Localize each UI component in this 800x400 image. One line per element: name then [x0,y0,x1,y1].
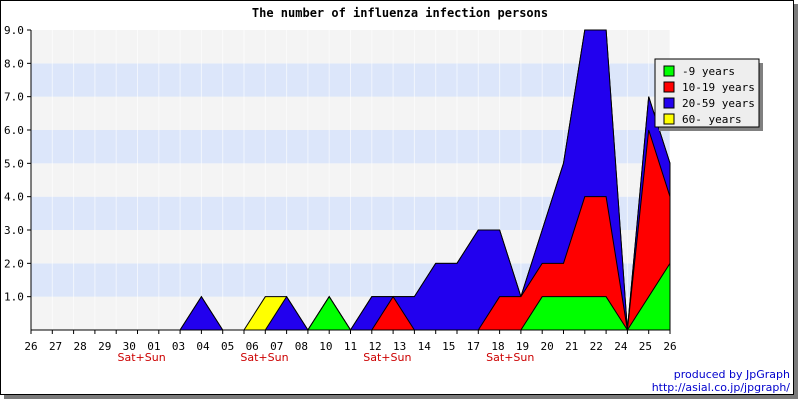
x-tick-label: 19 [516,340,529,353]
y-tick-label: 9.0 [4,24,24,37]
y-tick-label: 3.0 [4,224,24,237]
weekend-label: Sat+Sun [363,351,411,364]
x-tick-label: 08 [295,340,308,353]
x-tick-label: 13 [393,340,406,353]
x-tick-label: 25 [639,340,652,353]
x-axis-labels: 26 27 28 29 30 01 03 04 05 06 07 08 10 11 12 13 14 15 17 18… [24,340,676,353]
x-tick-label: 01 [147,340,160,353]
x-tick-label: 22 [590,340,603,353]
legend-label: 60- years [682,113,742,126]
x-tick-label: 30 [123,340,136,353]
axes [27,29,671,334]
y-tick-label: 1.0 [4,291,24,304]
x-tick-label: 26 [663,340,676,353]
x-tick-label: 28 [74,340,87,353]
x-tick-label: 24 [614,340,628,353]
legend: -9 years 10-19 years 20-59 years 60- years [654,58,763,131]
x-tick-label: 15 [442,340,455,353]
y-tick-label: 6.0 [4,124,24,137]
x-tick-label: 21 [565,340,578,353]
x-tick-label: 06 [246,340,259,353]
x-tick-label: 17 [467,340,480,353]
weekend-labels: Sat+Sun Sat+Sun Sat+Sun Sat+Sun [118,351,535,364]
chart-title: The number of influenza infection person… [252,6,548,20]
y-tick-label: 5.0 [4,157,24,170]
x-tick-label: 07 [270,340,283,353]
x-tick-label: 04 [196,340,210,353]
x-tick-label: 20 [540,340,553,353]
x-tick-label: 10 [319,340,332,353]
y-axis-labels: 1.0 2.0 3.0 4.0 5.0 6.0 7.0 8.0 9.0 [4,24,24,304]
legend-label: 10-19 years [682,81,755,94]
legend-swatch [663,65,675,77]
x-tick-label: 14 [418,340,432,353]
x-tick-label: 26 [24,340,37,353]
legend-swatch [663,113,675,125]
x-tick-label: 03 [172,340,185,353]
legend-label: -9 years [682,65,735,78]
y-tick-label: 2.0 [4,257,24,270]
credits-line-1: produced by JpGraph [674,368,790,381]
weekend-label: Sat+Sun [486,351,534,364]
legend-swatch [663,81,675,93]
x-tick-label: 11 [344,340,357,353]
credits-line-2: http://asial.co.jp/jpgraph/ [652,381,791,394]
x-tick-label: 05 [221,340,234,353]
x-tick-label: 12 [368,340,381,353]
legend-label: 20-59 years [682,97,755,110]
weekend-label: Sat+Sun [240,351,288,364]
legend-swatch [663,97,675,109]
x-tick-label: 18 [491,340,504,353]
y-tick-label: 7.0 [4,91,24,104]
y-tick-label: 8.0 [4,57,24,70]
x-tick-label: 27 [49,340,62,353]
x-tick-label: 29 [98,340,111,353]
y-tick-label: 4.0 [4,191,24,204]
weekend-label: Sat+Sun [118,351,166,364]
